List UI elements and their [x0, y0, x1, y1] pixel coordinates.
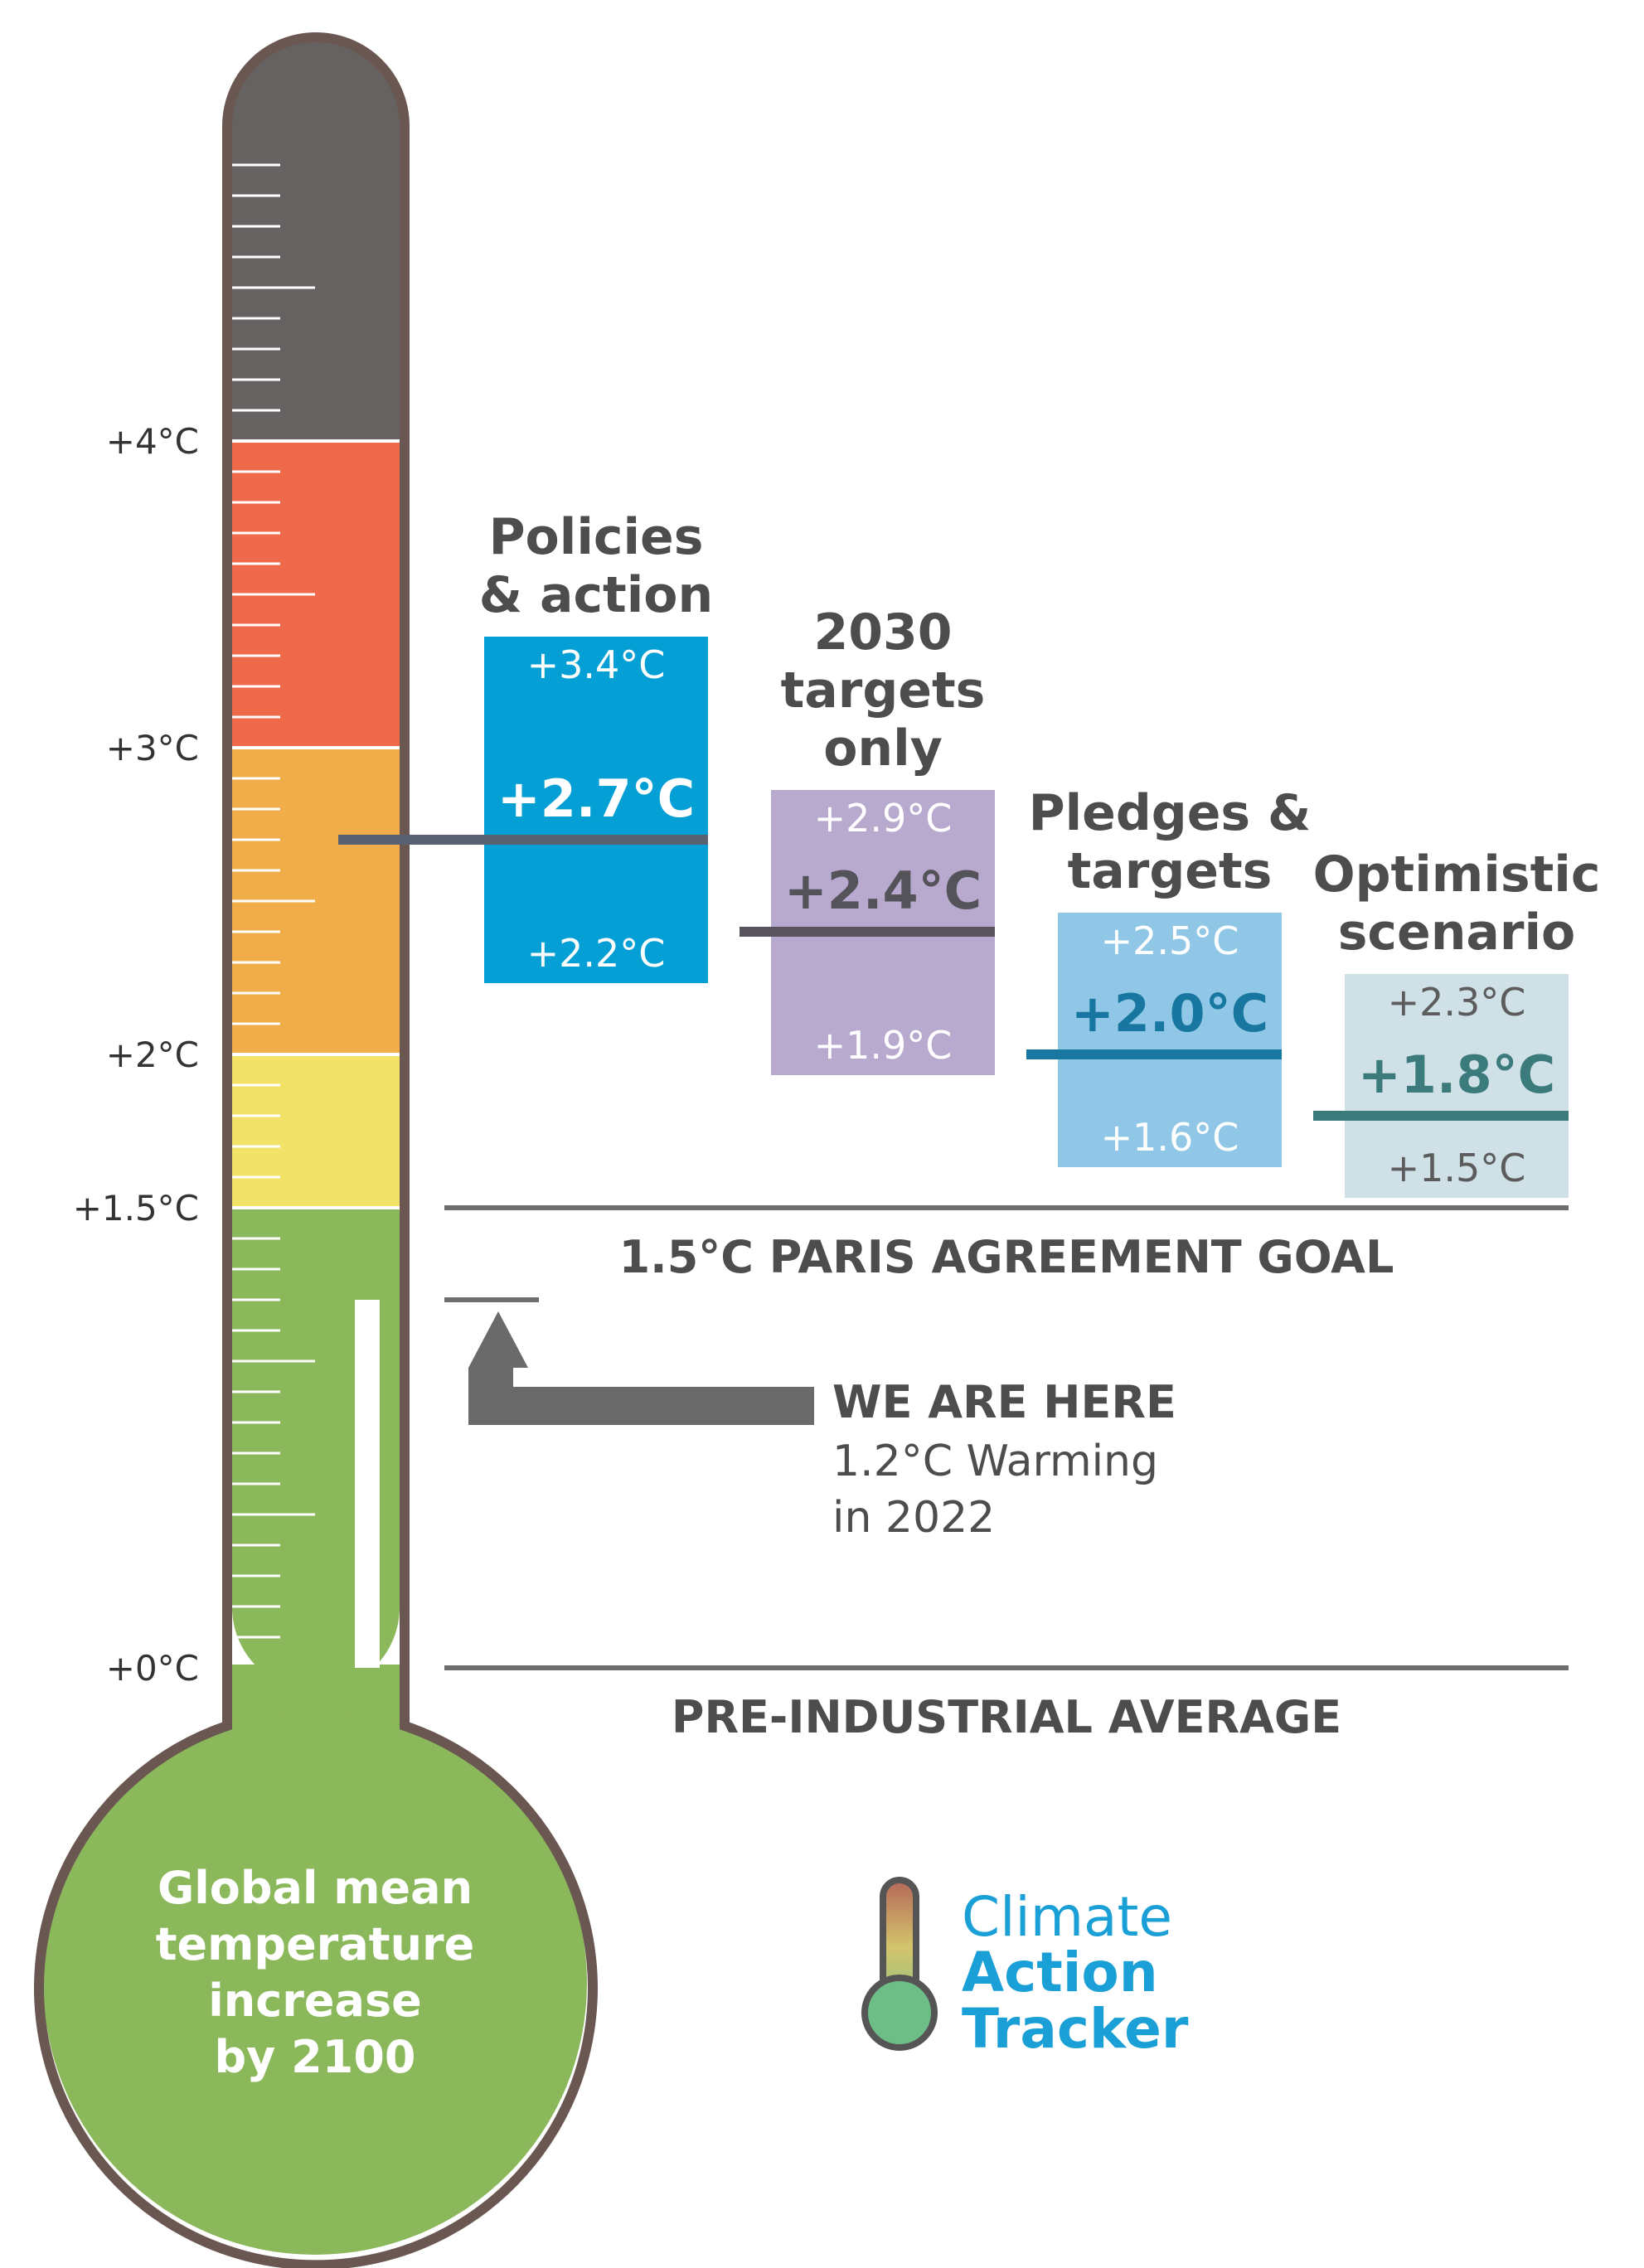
scenario-3: +2.5°C +1.6°C +2.0°C Pledges &targets [1026, 784, 1311, 1167]
scenario-high-label: +2.3°C [1388, 980, 1526, 1025]
scenario-title-line: Pledges & [1029, 784, 1312, 842]
scenario-high-label: +3.4°C [527, 642, 666, 687]
annotation-text: in 2022 [832, 1493, 995, 1543]
bulb-label-line: temperature [156, 1918, 475, 1970]
axis-label: +4°C [106, 421, 199, 462]
reference-line-label: 1.5°C PARIS AGREEMENT GOAL [619, 1231, 1394, 1283]
band-1.5-to-2 [232, 1056, 400, 1206]
current-level-bar [355, 1300, 380, 1668]
band-4-to-5 [232, 33, 400, 439]
axis-label: +3°C [106, 728, 199, 768]
scenario-high-label: +2.9°C [814, 796, 953, 841]
logo-text-2: Action [962, 1941, 1158, 2004]
scenario-low-label: +1.5°C [1388, 1146, 1526, 1190]
logo-text-1: Climate [962, 1885, 1172, 1949]
reference-lines: 1.5°C PARIS AGREEMENT GOAL PRE-INDUSTRIAL… [444, 1205, 1569, 1743]
scenario-1: +3.4°C +2.2°C +2.7°C Policies& action [338, 508, 713, 983]
axis-label: +2°C [106, 1035, 199, 1075]
bulb-label-line: by 2100 [215, 2031, 416, 2083]
scenarios: +3.4°C +2.2°C +2.7°C Policies& action +2.9°C… [338, 508, 1600, 1198]
scenario-range-box [484, 637, 708, 983]
scenario-high-label: +2.5°C [1101, 918, 1239, 963]
bulb-label-line: increase [208, 1975, 421, 2027]
scenario-title-line: 2030 [814, 603, 953, 662]
logo-text-3: Tracker [962, 1997, 1189, 2061]
scenario-median-label: +2.0°C [1071, 983, 1268, 1044]
scenario-title-line: Optimistic [1313, 846, 1601, 904]
thermometer-outline [34, 32, 598, 2268]
we-are-here-annotation: WE ARE HERE 1.2°C Warming in 2022 [444, 1297, 1176, 1543]
scenario-title-line: scenario [1338, 904, 1576, 962]
reference-line-label: PRE-INDUSTRIAL AVERAGE [672, 1691, 1341, 1743]
scenario-median-label: +2.4°C [784, 860, 982, 921]
tube-ticks [232, 163, 315, 1639]
arrow-icon [468, 1311, 814, 1425]
axis-label: +1.5°C [73, 1188, 199, 1228]
scenario-title-line: & action [479, 566, 713, 624]
axis-tick-labels: +4°C +3°C +2°C +1.5°C +0°C [73, 421, 199, 1689]
annotation-text: 1.2°C Warming [832, 1437, 1158, 1486]
scenario-low-label: +1.6°C [1101, 1115, 1239, 1160]
axis-label: +0°C [106, 1648, 199, 1689]
scenario-title-line: Policies [489, 508, 704, 566]
bulb [43, 1711, 587, 2255]
scenario-median-label: +2.7°C [497, 768, 695, 829]
scenario-title-line: targets [781, 662, 986, 720]
scenario-range-box [1058, 913, 1282, 1167]
scenario-low-label: +1.9°C [814, 1023, 953, 1068]
scenario-title-line: only [823, 720, 943, 778]
scenario-median-label: +1.8°C [1358, 1044, 1555, 1105]
scenario-title-line: targets [1068, 842, 1273, 900]
annotation-heading: WE ARE HERE [832, 1376, 1176, 1428]
scenario-low-label: +2.2°C [527, 931, 666, 976]
bulb-label-line: Global mean [158, 1862, 473, 1914]
scenario-range-box [1345, 974, 1569, 1198]
temperature-bands [43, 33, 587, 2255]
logo-bulb-icon [861, 1975, 938, 2051]
